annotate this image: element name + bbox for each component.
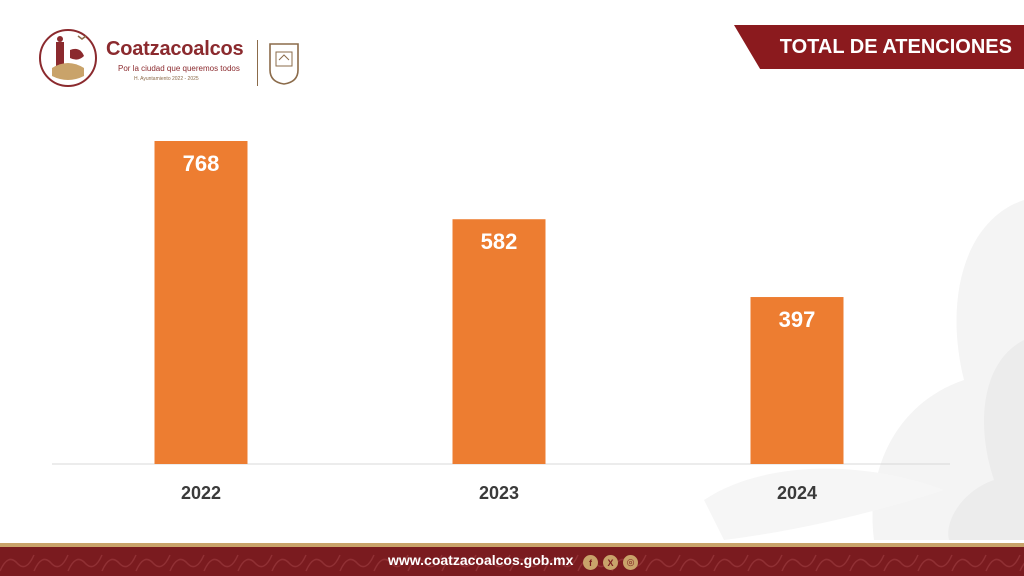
facebook-icon[interactable]: f [583, 555, 598, 570]
coatzacoalcos-logo: Coatzacoalcos Por la ciudad que queremos… [38, 26, 308, 92]
data-label-2023: 582 [481, 229, 518, 254]
bar-2023 [452, 219, 546, 464]
logo-admin-years: H. Ayuntamiento 2022 - 2025 [134, 76, 199, 82]
logo-tagline: Por la ciudad que queremos todos [118, 64, 240, 73]
bar-chart: 768 2022 582 2023 397 2024 [52, 141, 950, 503]
data-label-2024: 397 [779, 307, 816, 332]
logo-divider [257, 40, 258, 86]
footer-gold-stripe [0, 543, 1024, 547]
x-tick-2024: 2024 [777, 483, 817, 503]
city-emblem-icon [39, 29, 97, 87]
website-link[interactable]: www.coatzacoalcos.gob.mx [388, 552, 574, 568]
x-tick-2023: 2023 [479, 483, 519, 503]
bar-2024 [750, 297, 844, 464]
bar-2022 [154, 141, 248, 464]
x-icon[interactable]: X [603, 555, 618, 570]
chart-title: TOTAL DE ATENCIONES [779, 35, 1012, 58]
data-label-2022: 768 [183, 151, 220, 176]
logo-name: Coatzacoalcos [106, 38, 244, 60]
municipal-seal-icon [269, 43, 299, 85]
background-decoration [704, 200, 1024, 540]
x-tick-2022: 2022 [181, 483, 221, 503]
title-banner: TOTAL DE ATENCIONES [734, 25, 1024, 69]
instagram-icon[interactable]: ◎ [623, 555, 638, 570]
